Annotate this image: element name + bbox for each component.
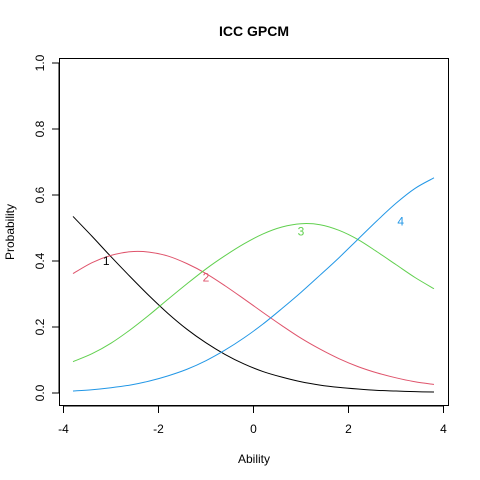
category-3-curve (72, 223, 435, 363)
category-2-label: 2 (203, 271, 210, 285)
y-axis-label: Probability (3, 204, 17, 260)
y-tick-label: 0.2 (33, 318, 47, 335)
x-tick-label: -4 (58, 422, 69, 436)
x-tick-label: 4 (440, 422, 447, 436)
x-tick-label: 0 (250, 422, 257, 436)
y-axis: 0.0 0.2 0.4 0.6 0.8 1.0 (33, 54, 60, 401)
curve-label-layer: 1 2 3 4 (103, 214, 405, 284)
x-tick-label: -2 (153, 422, 164, 436)
y-tick-label: 0.8 (33, 120, 47, 137)
category-4-curve (72, 177, 435, 392)
x-tick-label: 2 (345, 422, 352, 436)
y-tick-label: 1.0 (33, 54, 47, 71)
category-4-label: 4 (397, 214, 404, 228)
chart-title: ICC GPCM (219, 23, 289, 39)
y-tick-label: 0.6 (33, 186, 47, 203)
category-1-curve (72, 216, 435, 393)
y-tick-label: 0.0 (33, 384, 47, 401)
x-axis-label: Ability (238, 452, 270, 466)
x-axis: -4 -2 0 2 4 (58, 405, 447, 436)
y-tick-label: 0.4 (33, 252, 47, 269)
category-3-label: 3 (298, 224, 305, 238)
category-1-label: 1 (103, 254, 110, 268)
category-2-curve (72, 250, 435, 385)
series-layer (72, 177, 435, 393)
